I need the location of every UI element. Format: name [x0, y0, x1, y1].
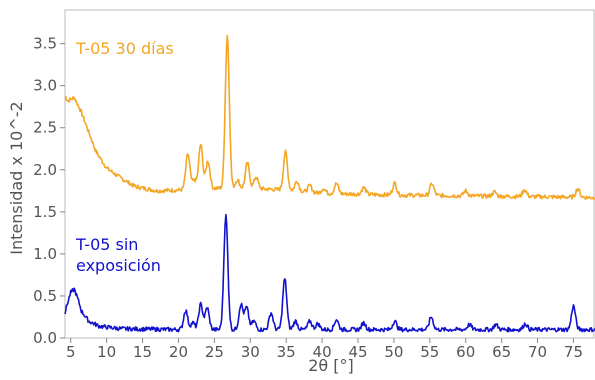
series-line-1	[64, 213, 595, 333]
y-tick-label: 3.5	[33, 35, 57, 53]
x-tick-label: 20	[169, 343, 188, 361]
plot-frame	[64, 9, 595, 339]
x-tick-label: 60	[456, 343, 475, 361]
x-tick-label: 45	[348, 343, 367, 361]
series-label-0: T-05 30 días	[75, 39, 174, 58]
y-tick-label: 3.0	[33, 77, 57, 95]
series-labels: T-05 30 días T-05 sin exposición	[75, 39, 174, 275]
x-tick-label: 65	[492, 343, 511, 361]
x-tick-label: 35	[277, 343, 296, 361]
x-tick-label: 5	[66, 343, 76, 361]
x-tick-label: 30	[241, 343, 260, 361]
series-line-0	[64, 34, 595, 201]
x-tick-label: 15	[133, 343, 152, 361]
series-label-1: exposición	[76, 256, 161, 275]
plot-border	[64, 9, 595, 339]
x-tick-label: 55	[420, 343, 439, 361]
x-tick-label: 40	[313, 343, 332, 361]
y-tick-label: 2.5	[33, 119, 57, 137]
x-tick-label: 10	[97, 343, 116, 361]
x-tick-label: 50	[384, 343, 403, 361]
y-axis-ticks: 0.0 0.5 1.0 1.5 2.0 2.5 3.0 3.5	[33, 35, 65, 347]
y-tick-label: 2.0	[33, 161, 57, 179]
series-label-1: T-05 sin	[75, 235, 138, 254]
x-axis-ticks: 5 10 15 20 25 30 35 40 45 50 55 60 65 70 75	[66, 338, 583, 361]
x-tick-label: 25	[205, 343, 224, 361]
y-tick-label: 0.5	[33, 287, 57, 305]
x-tick-label: 75	[564, 343, 583, 361]
series-lines	[64, 34, 595, 333]
y-tick-label: 1.0	[33, 245, 57, 263]
y-tick-label: 0.0	[33, 329, 57, 347]
x-axis-label: 2θ [°]	[308, 356, 354, 375]
x-tick-label: 70	[528, 343, 547, 361]
y-axis-label: Intensidad x 10^-2	[7, 101, 26, 254]
y-tick-label: 1.5	[33, 203, 57, 221]
